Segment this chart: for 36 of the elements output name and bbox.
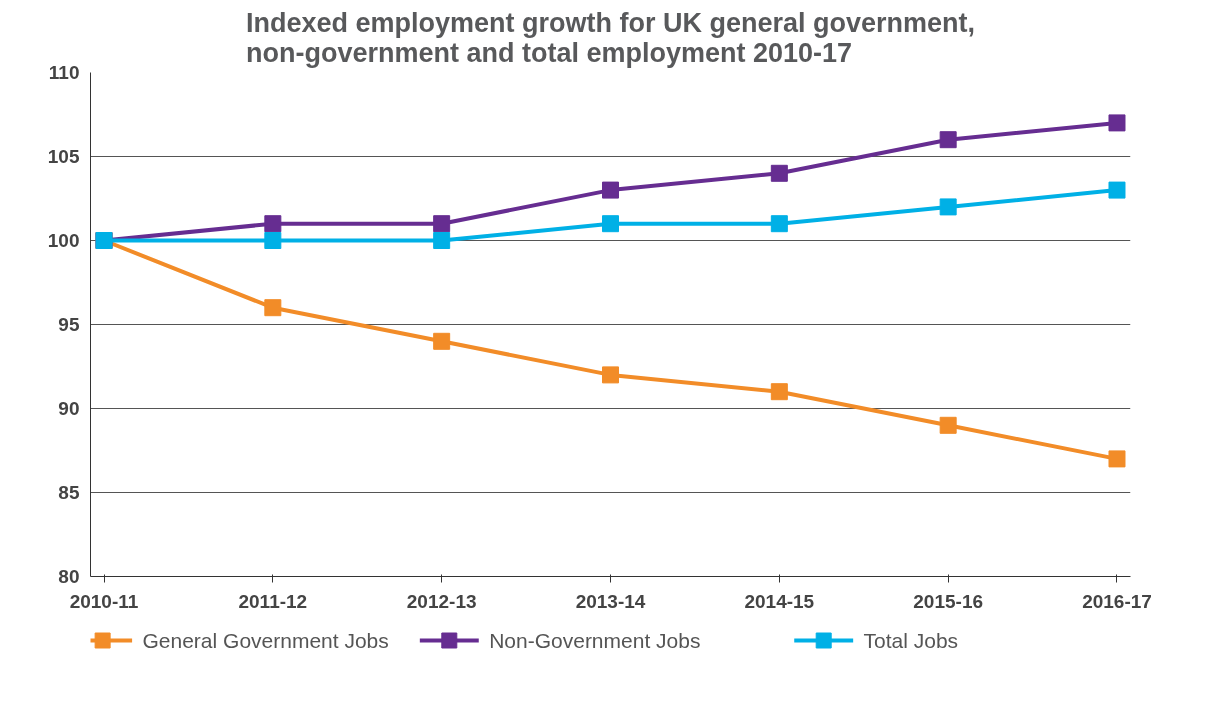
point <box>264 299 282 317</box>
point <box>602 366 619 384</box>
y-tick-label: 110 <box>48 62 80 83</box>
point <box>770 215 788 233</box>
y-tick-label: 100 <box>47 230 80 251</box>
x-tick-label: 2010-11 <box>69 590 139 612</box>
chart-title: Indexed employment growth for UK general government, non-government and total employment 2010-17 <box>245 7 976 68</box>
point <box>939 131 957 149</box>
y-tick-label: 90 <box>58 398 80 419</box>
legend-label: Total Jobs <box>863 629 959 652</box>
point <box>264 232 282 249</box>
y-tick-label: 95 <box>58 314 80 335</box>
legend-label: Non-Government Jobs <box>489 629 701 652</box>
point <box>433 332 451 350</box>
x-tick-label: 2015-16 <box>913 590 984 612</box>
point <box>939 416 957 434</box>
point <box>770 164 788 182</box>
y-tick-label: 80 <box>58 566 80 587</box>
x-tick-label: 2012-13 <box>406 590 477 612</box>
point <box>770 383 788 401</box>
point <box>1108 114 1126 132</box>
x-tick-label: 2013-14 <box>575 590 646 612</box>
y-tick-label: 85 <box>58 482 80 503</box>
point <box>433 215 451 233</box>
x-tick-label: 2011-12 <box>238 590 308 612</box>
x-tick-label: 2016-17 <box>1082 590 1152 612</box>
point <box>433 232 451 249</box>
x-tick-label: 2014-15 <box>744 590 815 612</box>
point <box>264 215 282 233</box>
point <box>602 215 619 233</box>
point <box>602 181 619 199</box>
legend-label: General Government Jobs <box>142 629 389 652</box>
point <box>939 198 957 216</box>
point <box>1108 450 1126 468</box>
point <box>1108 181 1126 199</box>
y-tick-label: 105 <box>47 146 80 167</box>
